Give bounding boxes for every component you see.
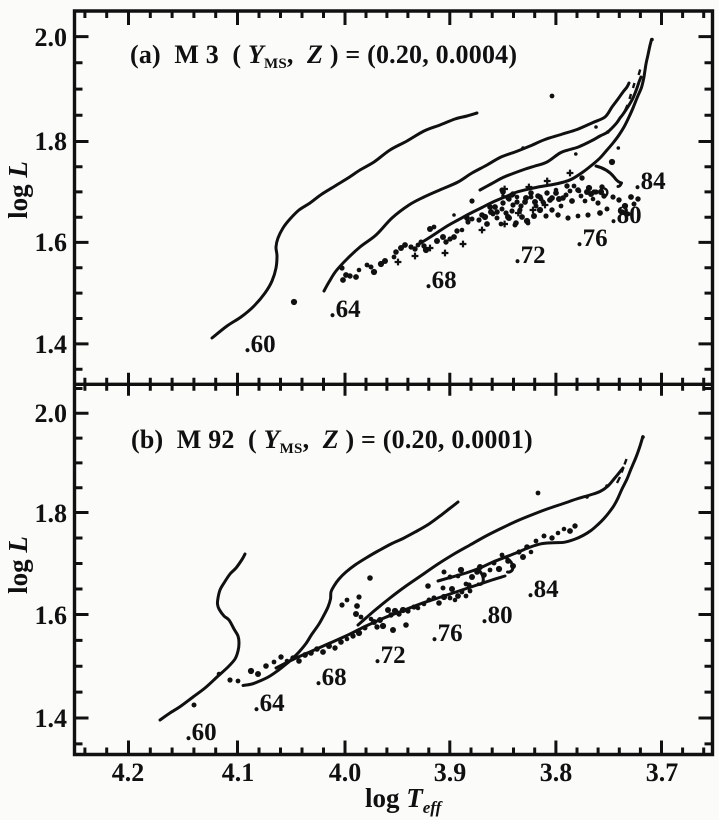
svg-text:(b) M 92 ( YMS, Z ) = (0.20: (b) M 92 ( YMS, Z ) = (0.20, 0.0001) [131,425,533,457]
svg-text:2.0: 2.0 [35,399,68,428]
svg-text:1.6: 1.6 [35,601,68,630]
svg-text:1.8: 1.8 [35,499,68,528]
svg-text:1.8: 1.8 [35,127,68,156]
svg-text:.76: .76 [576,225,607,252]
svg-text:.72: .72 [374,642,405,669]
svg-text:.72: .72 [514,242,545,269]
svg-text:.76: .76 [431,620,462,647]
svg-text:4.1: 4.1 [222,758,255,787]
svg-text:1.6: 1.6 [35,228,68,257]
svg-text:.84: .84 [527,576,559,603]
svg-text:.60: .60 [185,719,216,746]
svg-text:.84: .84 [634,168,666,195]
svg-text:3.8: 3.8 [540,758,573,787]
svg-text:.64: .64 [253,690,285,717]
svg-text:.68: .68 [315,664,346,691]
svg-text:.60: .60 [244,331,275,358]
svg-text:.80: .80 [481,602,512,629]
svg-text:log L: log L [3,536,33,594]
svg-text:4.2: 4.2 [112,758,145,787]
svg-text:2.0: 2.0 [35,23,68,52]
svg-text:4.0: 4.0 [329,758,362,787]
svg-text:.68: .68 [425,267,456,294]
svg-text:3.9: 3.9 [434,758,467,787]
svg-text:1.4: 1.4 [35,704,68,733]
svg-text:.64: .64 [329,296,361,323]
svg-text:log L: log L [3,161,33,219]
svg-text:3.7: 3.7 [646,758,679,787]
svg-text:1.4: 1.4 [35,330,68,359]
svg-text:(a) M 3 ( YMS, Z ) = (0.20,: (a) M 3 ( YMS, Z ) = (0.20, 0.0004) [130,40,517,72]
